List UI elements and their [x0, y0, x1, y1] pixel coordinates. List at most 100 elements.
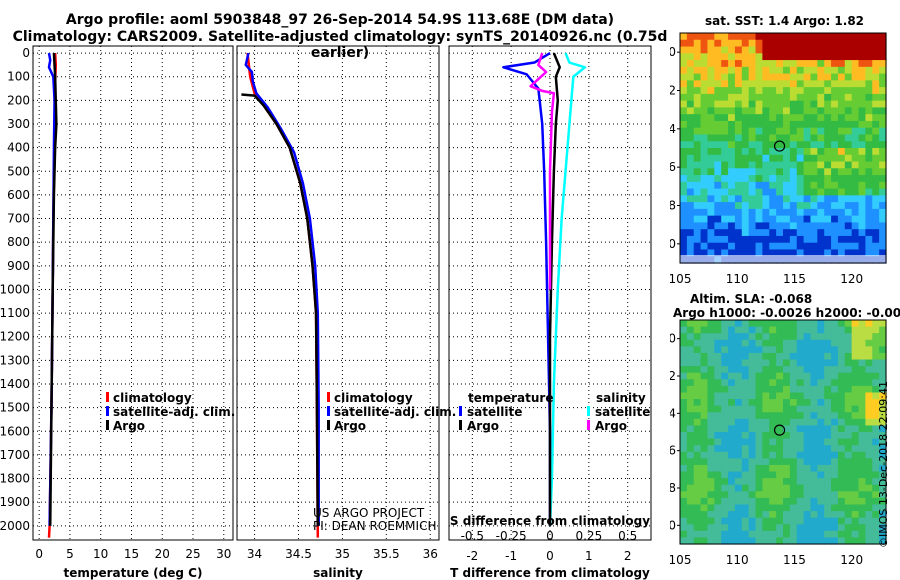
map-cell: [879, 333, 887, 341]
map-cell: [803, 127, 812, 136]
map-cell: [783, 359, 791, 367]
map-cell: [686, 188, 695, 196]
map-cell: [734, 154, 743, 163]
map-cell: [755, 372, 763, 380]
map-cell: [872, 235, 880, 244]
map-cell: [762, 249, 770, 257]
map-cell: [831, 425, 839, 433]
map-cell: [755, 464, 763, 473]
legend-swatch: [459, 420, 462, 430]
map-cell: [858, 46, 866, 54]
map-cell: [762, 385, 770, 394]
map-cell: [865, 432, 873, 440]
map-cell: [776, 524, 784, 532]
map-cell: [789, 107, 798, 115]
map-cell: [817, 114, 825, 122]
map-cell: [844, 141, 853, 149]
map-cell: [714, 242, 722, 251]
map-cell: [755, 392, 763, 400]
map-cell: [686, 326, 695, 334]
map-cell: [858, 445, 866, 453]
map-cell: [810, 188, 818, 196]
map-cell: [872, 379, 880, 387]
map-cell: [837, 66, 846, 75]
map-cell: [837, 524, 846, 532]
map-cell: [741, 100, 750, 109]
map-cell: [844, 366, 853, 374]
legend-swatch: [106, 406, 109, 416]
map-cell: [831, 504, 839, 512]
map-cell: [721, 399, 729, 407]
map-x-tick-label: 120: [840, 553, 863, 567]
map-cell: [700, 511, 709, 519]
map-cell: [714, 161, 722, 169]
map-cell: [769, 46, 777, 54]
map-cell: [707, 438, 715, 446]
map-cell: [789, 60, 798, 68]
map-cell: [721, 141, 729, 149]
map-cell: [817, 478, 825, 486]
map-cell: [796, 154, 805, 163]
map-cell: [700, 134, 709, 142]
map-cell: [851, 154, 860, 163]
map-cell: [844, 511, 853, 519]
map-cell: [858, 60, 866, 68]
map-cell: [789, 530, 798, 539]
map-cell: [776, 451, 784, 459]
map-cell: [783, 379, 791, 387]
map-cell: [817, 326, 825, 334]
map-cell: [789, 379, 798, 387]
map-cell: [714, 497, 722, 506]
map-cell: [824, 339, 832, 347]
map-cell: [755, 141, 763, 149]
map-cell: [714, 438, 722, 446]
map-cell: [741, 181, 750, 190]
map-cell: [700, 242, 709, 251]
y-tick-label: 1200: [0, 330, 30, 344]
map-cell: [714, 93, 722, 102]
map-cell: [803, 385, 812, 394]
map-cell: [844, 235, 853, 244]
map-cell: [686, 530, 695, 539]
y-tick-label: 1600: [0, 424, 30, 438]
map-cell: [824, 107, 832, 115]
map-cell: [693, 134, 702, 142]
map-cell: [776, 339, 784, 347]
map-cell: [762, 148, 770, 156]
map-cell: [803, 60, 812, 68]
x-tick-label: 30: [216, 547, 231, 561]
map-cell: [741, 379, 750, 387]
map-cell: [762, 242, 770, 251]
map-cell: [817, 188, 825, 196]
map-cell: [831, 497, 839, 506]
map-cell: [734, 195, 743, 203]
map-cell: [844, 222, 853, 230]
map-cell: [817, 464, 825, 473]
map-cell: [728, 168, 736, 176]
map-cell: [789, 93, 798, 102]
map-cell: [693, 242, 702, 251]
map-cell: [734, 484, 743, 492]
map-cell: [700, 39, 709, 48]
map-cell: [783, 87, 791, 95]
map-cell: [680, 215, 688, 224]
map-cell: [707, 379, 715, 387]
map-cell: [693, 504, 702, 512]
map-cell: [748, 346, 757, 354]
map-cell: [721, 242, 729, 251]
map-cell: [693, 93, 702, 102]
map-cell: [776, 93, 784, 102]
map-cell: [824, 141, 832, 149]
x-axis-label: T difference from climatology: [450, 566, 650, 580]
map-cell: [728, 412, 736, 420]
map-cell: [769, 438, 777, 446]
map-cell: [776, 537, 784, 545]
map-cell: [837, 242, 846, 251]
map-cell: [755, 497, 763, 506]
map-cell: [824, 60, 832, 68]
map-cell: [680, 339, 688, 347]
map-cell: [748, 73, 757, 81]
map-cell: [844, 385, 853, 394]
map-cell: [721, 66, 729, 75]
map-cell: [769, 497, 777, 506]
